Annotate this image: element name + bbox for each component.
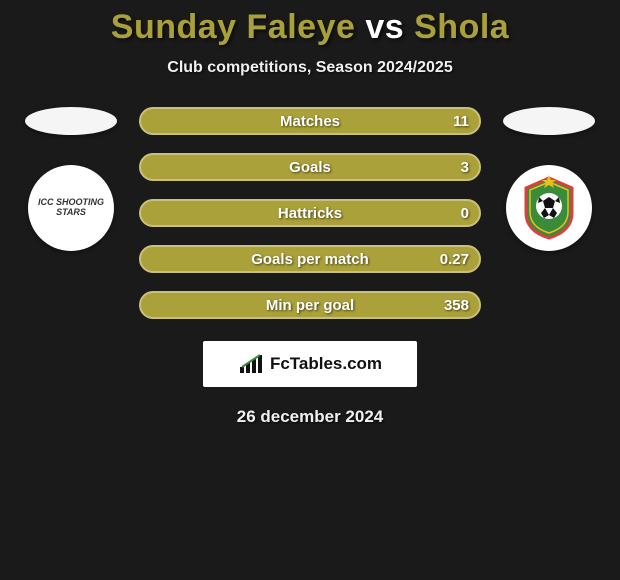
stat-label: Goals bbox=[289, 159, 331, 176]
stat-value: 11 bbox=[453, 113, 469, 130]
stat-value: 0.27 bbox=[440, 251, 469, 268]
branding-badge[interactable]: FcTables.com bbox=[203, 341, 417, 387]
bar-chart-icon bbox=[238, 353, 266, 375]
stat-bar-goals: Goals 3 bbox=[139, 153, 481, 181]
stat-bar-matches: Matches 11 bbox=[139, 107, 481, 135]
right-club-logo bbox=[506, 165, 592, 251]
right-flag-oval bbox=[503, 107, 595, 135]
stat-label: Goals per match bbox=[251, 251, 369, 268]
stats-column: Matches 11 Goals 3 Hattricks 0 Goals per… bbox=[139, 107, 481, 319]
stat-label: Min per goal bbox=[266, 297, 354, 314]
page-title: Sunday Faleye vs Shola bbox=[0, 8, 620, 47]
vs-text: vs bbox=[365, 8, 404, 46]
right-column bbox=[499, 107, 599, 251]
content-row: ICC SHOOTING STARS Matches 11 Goals 3 Ha… bbox=[0, 107, 620, 319]
date-text: 26 december 2024 bbox=[0, 407, 620, 427]
stat-label: Hattricks bbox=[278, 205, 342, 222]
stat-label: Matches bbox=[280, 113, 340, 130]
left-club-logo: ICC SHOOTING STARS bbox=[28, 165, 114, 251]
stat-value: 358 bbox=[444, 297, 469, 314]
stat-bar-gpm: Goals per match 0.27 bbox=[139, 245, 481, 273]
left-club-text: ICC SHOOTING STARS bbox=[28, 194, 114, 222]
left-flag-oval bbox=[25, 107, 117, 135]
stat-bar-mpg: Min per goal 358 bbox=[139, 291, 481, 319]
stat-value: 0 bbox=[461, 205, 469, 222]
subtitle: Club competitions, Season 2024/2025 bbox=[0, 59, 620, 77]
stat-value: 3 bbox=[461, 159, 469, 176]
brand-text: FcTables.com bbox=[270, 354, 382, 374]
left-column: ICC SHOOTING STARS bbox=[21, 107, 121, 251]
comparison-card: Sunday Faleye vs Shola Club competitions… bbox=[0, 0, 620, 427]
stat-bar-hattricks: Hattricks 0 bbox=[139, 199, 481, 227]
football-crest-icon bbox=[514, 173, 584, 243]
player2-name: Shola bbox=[414, 8, 509, 46]
player1-name: Sunday Faleye bbox=[111, 8, 356, 46]
